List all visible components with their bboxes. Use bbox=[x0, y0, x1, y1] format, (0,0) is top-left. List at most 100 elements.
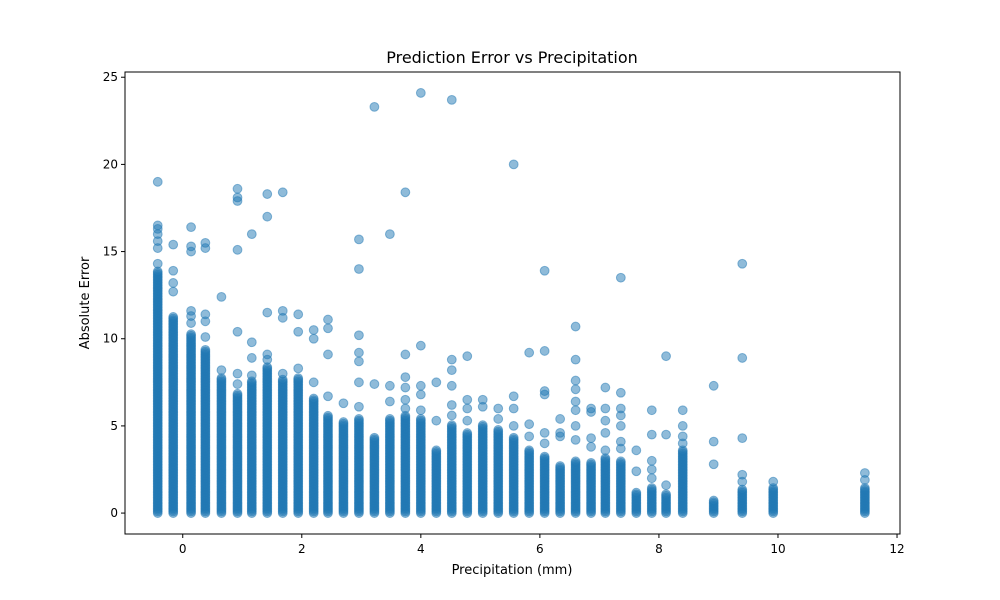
data-point bbox=[446, 420, 457, 431]
data-point bbox=[415, 405, 426, 416]
data-point bbox=[308, 393, 319, 404]
data-point bbox=[354, 264, 364, 274]
data-point bbox=[493, 425, 504, 435]
data-point bbox=[323, 410, 333, 421]
data-point bbox=[293, 373, 304, 384]
data-point bbox=[859, 468, 870, 478]
data-point bbox=[677, 405, 688, 416]
data-point bbox=[446, 365, 457, 376]
data-point bbox=[262, 211, 273, 222]
data-point bbox=[338, 398, 349, 409]
data-point bbox=[200, 309, 211, 320]
x-axis-ticks: 0 2 4 6 8 10 12 bbox=[179, 534, 905, 556]
data-point bbox=[168, 239, 179, 250]
data-point bbox=[323, 391, 333, 402]
data-point bbox=[677, 431, 688, 442]
y-axis-label: Absolute Error bbox=[78, 256, 93, 349]
data-point bbox=[246, 337, 257, 348]
data-point bbox=[323, 349, 333, 360]
x-tick-label: 10 bbox=[770, 542, 785, 556]
data-point bbox=[293, 309, 304, 320]
data-point bbox=[186, 329, 196, 340]
data-point bbox=[539, 386, 550, 396]
data-point bbox=[186, 305, 196, 316]
data-point bbox=[737, 353, 748, 363]
data-point bbox=[446, 410, 457, 421]
y-tick-label: 5 bbox=[110, 419, 118, 433]
data-point bbox=[323, 323, 333, 334]
data-point bbox=[232, 244, 243, 255]
data-point bbox=[293, 363, 304, 374]
data-point bbox=[600, 445, 611, 456]
data-point bbox=[462, 428, 473, 438]
data-point bbox=[615, 436, 626, 447]
data-point bbox=[661, 351, 671, 362]
data-point bbox=[232, 183, 243, 194]
data-point bbox=[400, 403, 411, 414]
data-point bbox=[539, 438, 550, 449]
data-point bbox=[415, 380, 426, 391]
data-point bbox=[400, 394, 411, 405]
data-point bbox=[431, 415, 442, 426]
data-point bbox=[661, 480, 671, 491]
data-point bbox=[508, 421, 519, 431]
data-points bbox=[152, 88, 870, 518]
data-point bbox=[369, 379, 380, 389]
data-point bbox=[462, 351, 473, 362]
data-point bbox=[384, 396, 395, 407]
data-point bbox=[524, 431, 535, 442]
data-point bbox=[354, 356, 364, 367]
data-point bbox=[277, 187, 288, 198]
data-point bbox=[415, 340, 426, 351]
data-point bbox=[615, 456, 626, 467]
data-point bbox=[293, 326, 304, 337]
data-point bbox=[555, 427, 566, 438]
data-point bbox=[708, 380, 719, 391]
data-point bbox=[354, 377, 364, 388]
data-point bbox=[570, 375, 581, 386]
data-point bbox=[431, 377, 442, 388]
data-point bbox=[462, 403, 473, 414]
data-point bbox=[677, 421, 688, 431]
data-point bbox=[708, 459, 719, 470]
data-point bbox=[477, 420, 488, 431]
data-point bbox=[524, 445, 535, 456]
data-point bbox=[631, 466, 642, 477]
data-point bbox=[737, 258, 748, 269]
data-point bbox=[246, 370, 257, 381]
data-point bbox=[508, 432, 519, 443]
data-point bbox=[570, 421, 581, 431]
y-tick-label: 0 bbox=[110, 506, 118, 520]
data-point bbox=[446, 400, 457, 410]
data-point bbox=[493, 414, 504, 424]
data-point bbox=[737, 469, 748, 480]
data-point bbox=[232, 379, 243, 389]
data-point bbox=[216, 373, 227, 384]
y-tick-label: 25 bbox=[103, 70, 118, 84]
y-axis-ticks: 0 5 10 15 20 25 bbox=[103, 70, 125, 520]
data-point bbox=[308, 325, 319, 335]
data-point bbox=[446, 354, 457, 365]
data-point bbox=[737, 433, 748, 444]
data-point bbox=[600, 403, 611, 414]
data-point bbox=[570, 405, 581, 416]
y-tick-label: 10 bbox=[103, 332, 118, 346]
data-point bbox=[168, 286, 179, 297]
data-point bbox=[586, 403, 596, 414]
data-point bbox=[323, 314, 333, 325]
data-point bbox=[354, 234, 364, 245]
data-point bbox=[338, 417, 349, 427]
data-point bbox=[539, 346, 550, 356]
data-point bbox=[646, 473, 657, 484]
data-point bbox=[232, 368, 243, 379]
data-point bbox=[708, 436, 719, 447]
data-point bbox=[384, 380, 395, 391]
data-point bbox=[152, 176, 163, 187]
data-point bbox=[369, 101, 380, 112]
data-point bbox=[168, 265, 179, 276]
x-axis-label: Precipitation (mm) bbox=[452, 563, 573, 578]
data-point bbox=[646, 429, 657, 440]
data-point bbox=[508, 391, 519, 402]
data-point bbox=[646, 464, 657, 475]
